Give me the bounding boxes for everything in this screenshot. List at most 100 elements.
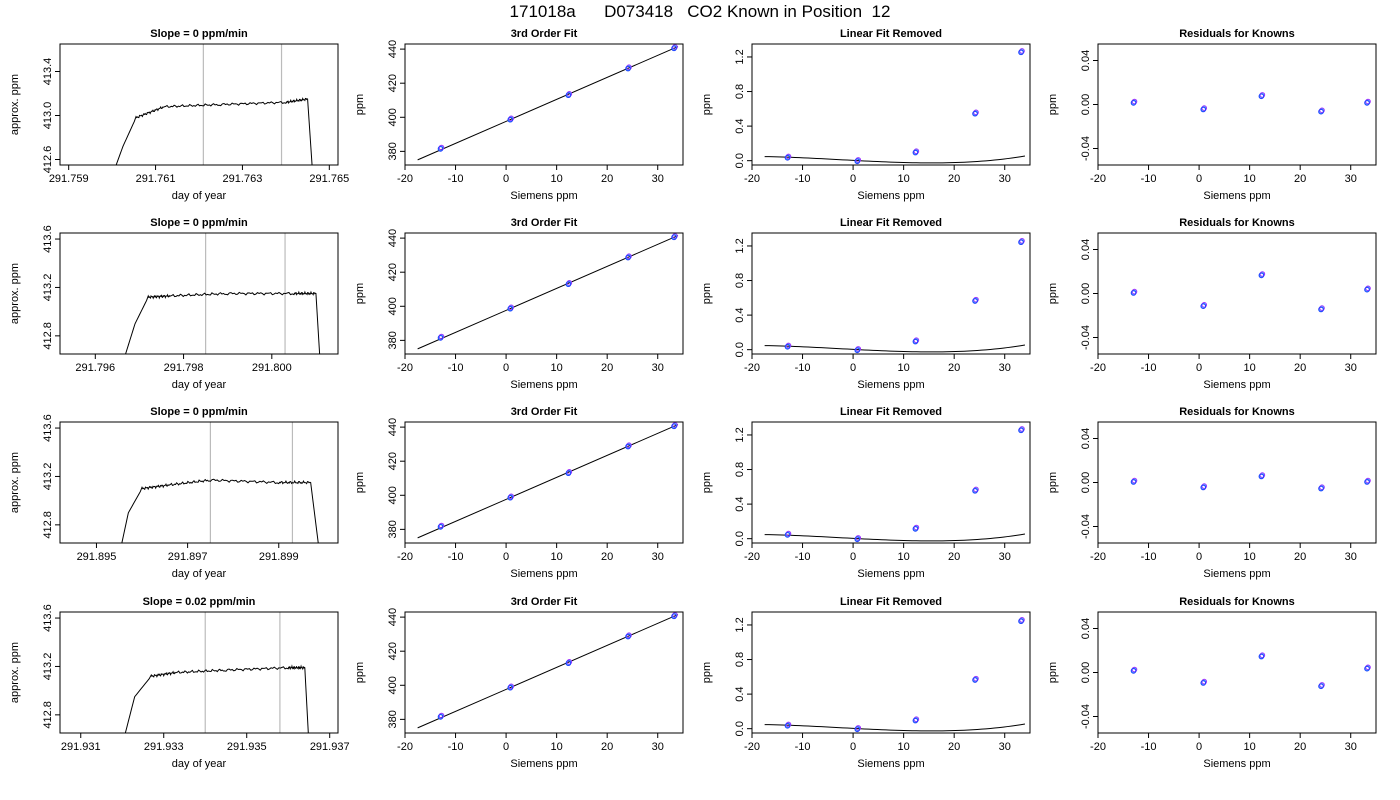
plot-area: -20 -10 0 10 20 30 380 400 420 440 Siemens ppm ppm [354, 418, 684, 580]
panel-title: Slope = 0 ppm/min [150, 217, 248, 229]
y-tick-label: 1.2 [734, 427, 746, 442]
y-tick-label: 400 [387, 486, 399, 504]
y-tick-label: 440 [387, 229, 399, 247]
plot-frame [1097, 421, 1377, 544]
data-layer [764, 617, 1026, 733]
y-tick-label: 440 [387, 418, 399, 436]
chart-svg: -20 -10 0 10 20 30 0.0 0.4 0.8 1.2 Siemens ppm ppm L… [701, 28, 1031, 202]
x-tick-label: 20 [601, 551, 613, 563]
chart-svg: -20 -10 0 10 20 30 0.0 0.4 0.8 1.2 Siemens ppm ppm L… [701, 406, 1031, 580]
x-tick-label: 10 [898, 362, 910, 374]
x-tick-label: 291.937 [310, 741, 350, 753]
x-tick-label: 10 [1244, 741, 1256, 753]
known-point-blue [565, 470, 572, 477]
x-tick-label: 291.798 [164, 362, 204, 374]
known-point-blue [625, 633, 631, 640]
plot-frame [751, 421, 1031, 544]
x-tick-label: 0 [850, 551, 856, 563]
y-tick-label: 0.8 [734, 652, 746, 667]
x-axis-label: day of year [172, 190, 227, 202]
x-tick-label: -20 [397, 551, 413, 563]
known-point-blue [1364, 479, 1370, 485]
x-tick-label: 30 [652, 741, 664, 753]
known-point-blue [912, 526, 919, 532]
fit-line [417, 46, 679, 161]
data-layer [115, 44, 313, 165]
known-point-blue [972, 677, 978, 683]
plot-frame [59, 232, 339, 355]
x-tick-label: -20 [1090, 741, 1106, 753]
y-tick-label: 0.4 [734, 686, 746, 701]
run-id: 171018a [509, 2, 576, 21]
chart-panel-r2c4: -20 -10 0 10 20 30 -0.04 0.00 0.04 Siemens ppm ppm… [1038, 199, 1383, 393]
x-tick-label: 30 [999, 741, 1011, 753]
y-axis-label: ppm [354, 94, 366, 115]
plot-area: 291.759 291.761 291.763 291.765 412.6 413.0 41… [9, 43, 349, 202]
x-axis-label: Siemens ppm [510, 568, 577, 580]
y-tick-label: -0.04 [1080, 136, 1092, 161]
chart-panel-r1c1: 291.759 291.761 291.763 291.765 412.6 413.0 41… [0, 10, 349, 204]
y-tick-label: 0.04 [1080, 618, 1092, 639]
known-point-blue [1364, 665, 1370, 672]
x-tick-label: 10 [898, 173, 910, 185]
chart-svg: -20 -10 0 10 20 30 380 400 420 440 Siemens ppm ppm 3… [354, 596, 684, 770]
x-tick-label: 291.796 [75, 362, 115, 374]
chart-svg: -20 -10 0 10 20 30 380 400 420 440 Siemens ppm ppm 3… [354, 217, 684, 391]
x-tick-label: 10 [551, 362, 563, 374]
known-point-blue [1258, 93, 1265, 100]
x-axis-label: Siemens ppm [510, 190, 577, 202]
plot-frame [751, 611, 1031, 734]
known-point-blue [671, 234, 677, 241]
y-tick-label: 0.4 [734, 496, 746, 511]
y-tick-label: 1.2 [734, 49, 746, 64]
known-point-blue [565, 660, 572, 667]
x-tick-label: 0 [850, 362, 856, 374]
x-tick-label: 20 [601, 362, 613, 374]
x-tick-label: 20 [1294, 362, 1306, 374]
fit-line [417, 614, 679, 729]
known-point-blue [1200, 680, 1207, 686]
x-tick-label: 30 [999, 362, 1011, 374]
known-point-blue [1018, 49, 1024, 56]
plot-area: -20 -10 0 10 20 30 -0.04 0.00 0.04 Siemens ppm ppm [1047, 43, 1377, 202]
chart-svg: -20 -10 0 10 20 30 380 400 420 440 Siemens ppm ppm 3… [354, 406, 684, 580]
data-layer [417, 44, 679, 161]
y-tick-label: 0.0 [734, 531, 746, 546]
known-point-blue [507, 494, 514, 501]
x-tick-label: 291.895 [77, 551, 117, 563]
x-tick-label: -10 [795, 362, 811, 374]
plot-frame [404, 43, 684, 166]
chart-panel-r4c2: -20 -10 0 10 20 30 380 400 420 440 Siemens ppm ppm 3… [345, 578, 690, 772]
y-tick-label: 0.04 [1080, 239, 1092, 260]
fit-line [417, 424, 679, 539]
x-tick-label: 30 [652, 362, 664, 374]
chart-svg: -20 -10 0 10 20 30 0.0 0.4 0.8 1.2 Siemens ppm ppm L… [701, 217, 1031, 391]
x-tick-label: 291.763 [223, 173, 263, 185]
y-axis-label: approx. ppm [9, 263, 21, 324]
y-tick-label: -0.04 [1080, 704, 1092, 729]
known-point-blue [784, 155, 791, 161]
known-point-blue [671, 45, 677, 52]
x-tick-label: 20 [948, 362, 960, 374]
x-tick-label: -10 [448, 741, 464, 753]
y-axis-label: ppm [354, 472, 366, 493]
plot-area: -20 -10 0 10 20 30 380 400 420 440 Siemens ppm ppm [354, 608, 684, 770]
panel-title: Residuals for Knowns [1179, 28, 1295, 40]
y-axis-label: ppm [1047, 662, 1059, 683]
known-point-blue [1130, 479, 1137, 485]
y-tick-label: 380 [387, 520, 399, 538]
chart-panel-r3c1: 291.895 291.897 291.899 412.8 413.2 413.6 day … [0, 388, 345, 582]
x-tick-label: 30 [1345, 741, 1357, 753]
known-point-blue [784, 344, 791, 350]
x-tick-label: 291.800 [252, 362, 292, 374]
x-tick-label: 20 [948, 741, 960, 753]
y-axis-label: ppm [701, 662, 713, 683]
y-tick-label: 413.2 [42, 463, 54, 491]
x-tick-label: 291.899 [259, 551, 299, 563]
data-layer [764, 426, 1026, 543]
x-axis-label: Siemens ppm [1203, 758, 1270, 770]
data-layer [1130, 92, 1371, 115]
x-tick-label: -20 [397, 741, 413, 753]
y-tick-label: 400 [387, 297, 399, 315]
